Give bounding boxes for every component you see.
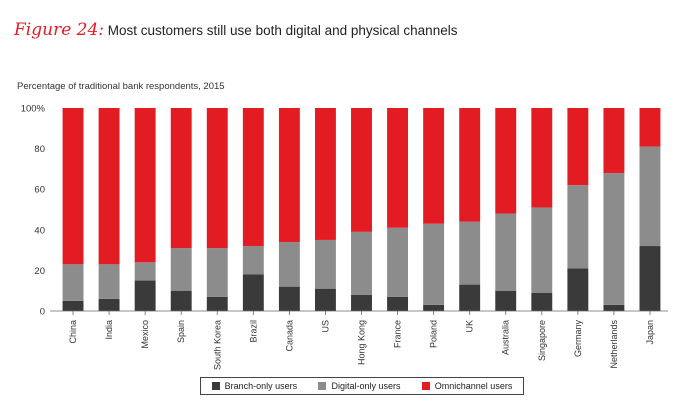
- bar-segment-1: [62, 264, 84, 301]
- bar-segment-2: [242, 108, 264, 247]
- bar-segment-2: [423, 108, 445, 224]
- bar-segment-1: [278, 241, 300, 287]
- figure-label: Figure 24:: [14, 20, 105, 40]
- x-tick-label: Canada: [284, 320, 294, 352]
- bar-segment-1: [314, 239, 336, 289]
- bar-segment-0: [387, 296, 409, 311]
- bar-segment-2: [314, 108, 336, 240]
- y-tick-label: 80: [34, 144, 45, 155]
- legend-swatch-branch: [211, 382, 220, 390]
- x-tick-label: UK: [465, 320, 475, 333]
- legend-label-branch: Branch-only users: [224, 381, 298, 391]
- x-tick-label: Poland: [429, 320, 439, 348]
- bar-segment-1: [242, 246, 264, 275]
- bar-segment-0: [278, 286, 300, 311]
- bar-segment-2: [567, 108, 589, 186]
- bar-segment-1: [459, 221, 481, 285]
- y-tick-label: 0: [40, 307, 45, 318]
- legend-swatch-digital: [318, 382, 327, 390]
- bar-segment-2: [62, 108, 84, 265]
- bar-segment-0: [459, 284, 481, 311]
- bar-segment-2: [351, 108, 372, 232]
- bar-segment-1: [98, 264, 120, 299]
- x-tick-label: Netherlands: [609, 320, 619, 369]
- bar-segment-2: [278, 108, 300, 242]
- x-tick-label: Spain: [176, 320, 186, 343]
- bar-segment-2: [495, 108, 517, 214]
- y-tick-label: 20: [34, 266, 45, 277]
- bar-segment-0: [495, 290, 517, 311]
- bar-segment-2: [134, 108, 156, 263]
- bar-segment-1: [603, 172, 625, 305]
- legend-swatch-omnichannel: [421, 382, 430, 390]
- bar-segment-2: [603, 108, 625, 173]
- bar-segment-1: [351, 231, 372, 295]
- bar-segment-0: [314, 288, 336, 311]
- x-tick-label: China: [68, 320, 78, 344]
- x-tick-label: India: [104, 320, 114, 340]
- bar-segment-0: [603, 304, 625, 311]
- bar-segment-0: [134, 280, 156, 311]
- y-tick-label: 40: [34, 225, 45, 236]
- bar-segment-1: [567, 185, 589, 269]
- bar-segment-1: [423, 223, 445, 305]
- legend: Branch-only users Digital-only users Omn…: [200, 377, 524, 395]
- y-tick-label: 100%: [21, 104, 46, 115]
- bar-segment-0: [567, 268, 589, 311]
- x-tick-label: Japan: [645, 320, 655, 345]
- bar-segment-0: [242, 274, 264, 311]
- bar-segment-0: [639, 246, 661, 311]
- y-axis-label: Percentage of traditional bank responden…: [17, 81, 225, 92]
- legend-label-omnichannel: Omnichannel users: [434, 381, 513, 391]
- x-tick-label: Hong Kong: [357, 320, 367, 365]
- bar-segment-0: [98, 298, 120, 311]
- x-tick-label: US: [320, 320, 330, 333]
- legend-item-digital: Digital-only users: [318, 381, 401, 391]
- bar-segment-2: [639, 108, 661, 147]
- bar-segment-2: [206, 108, 228, 249]
- bar-segment-0: [170, 290, 192, 311]
- bar-segment-2: [98, 108, 120, 265]
- bar-segment-0: [351, 294, 372, 311]
- bar-segment-1: [495, 213, 517, 291]
- x-tick-label: South Korea: [212, 320, 222, 370]
- figure-title: Most customers still use both digital an…: [107, 23, 458, 38]
- bar-segment-1: [387, 227, 409, 297]
- legend-item-branch: Branch-only users: [211, 381, 298, 391]
- y-tick-label: 60: [34, 185, 45, 196]
- bar-segment-1: [639, 146, 661, 247]
- bar-segment-1: [134, 262, 156, 281]
- legend-label-digital: Digital-only users: [331, 381, 401, 391]
- bar-segment-0: [423, 304, 445, 311]
- legend-item-omnichannel: Omnichannel users: [421, 381, 513, 391]
- bar-segment-1: [170, 248, 192, 291]
- bar-segment-0: [531, 292, 553, 311]
- bar-segment-2: [459, 108, 481, 222]
- chart-title: Figure 24: Most customers still use both…: [14, 20, 457, 40]
- x-tick-label: Australia: [501, 320, 511, 355]
- bar-segment-2: [387, 108, 409, 228]
- bar-segment-1: [531, 207, 553, 293]
- x-tick-label: Singapore: [537, 320, 547, 361]
- bar-segment-2: [531, 108, 553, 208]
- stacked-bar-chart: 0 20 40 60 80 100% China India Mexico Spain South …: [21, 104, 668, 370]
- bar-segment-2: [170, 108, 192, 249]
- bar-segment-0: [62, 300, 84, 311]
- bar-segment-0: [206, 296, 228, 311]
- x-tick-label: Brazil: [248, 320, 258, 343]
- x-tick-label: France: [393, 320, 403, 348]
- bar-segment-1: [206, 248, 228, 297]
- x-tick-label: Mexico: [140, 320, 150, 349]
- x-tick-label: Germany: [573, 320, 583, 358]
